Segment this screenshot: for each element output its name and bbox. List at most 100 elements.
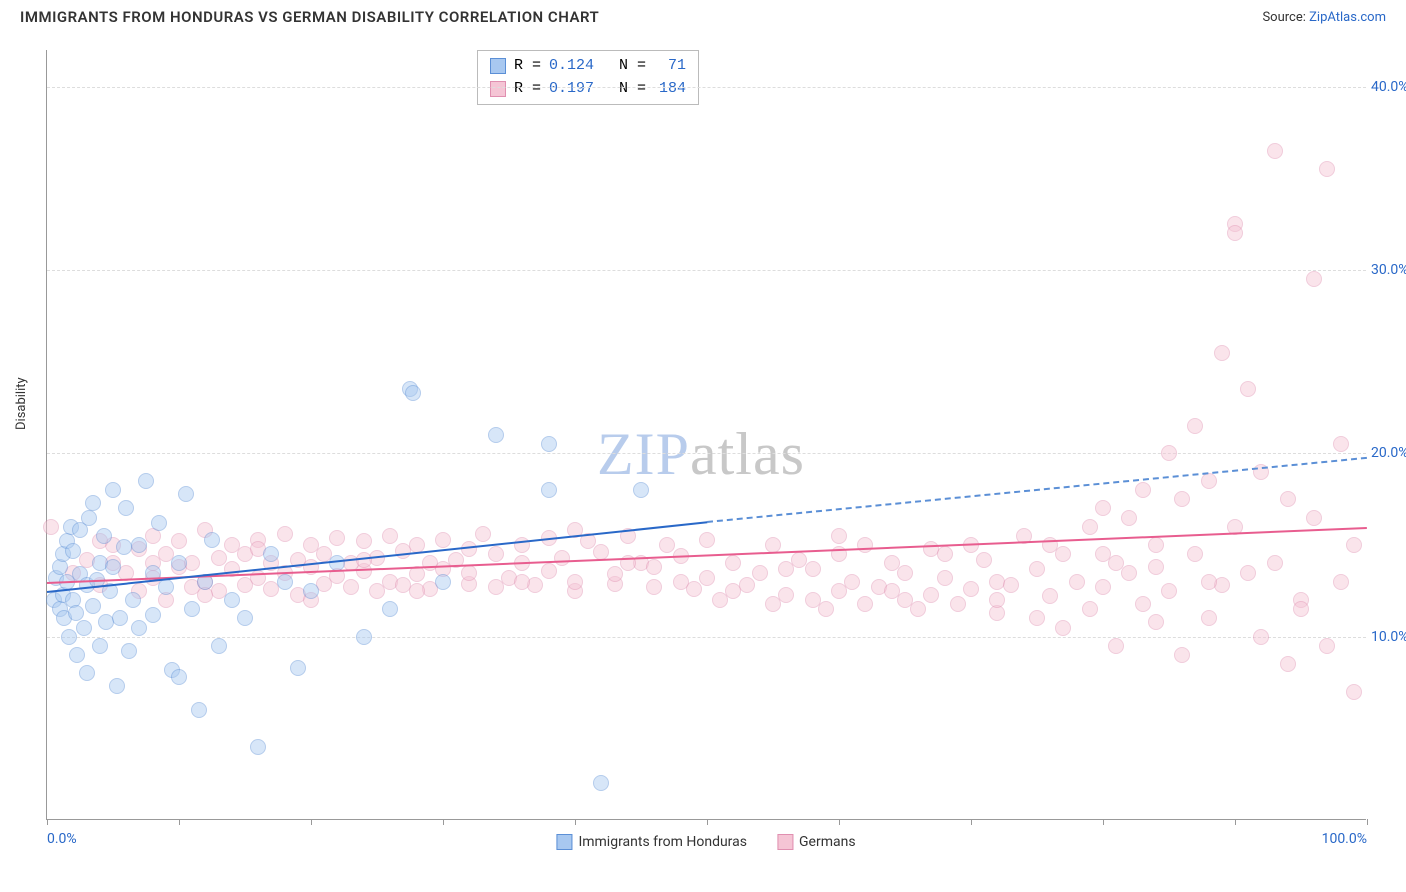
watermark: ZIPatlas <box>597 420 805 489</box>
x-tick <box>1103 819 1104 825</box>
blue-point <box>151 515 167 531</box>
pink-point <box>1280 656 1296 672</box>
pink-point <box>1240 381 1256 397</box>
pink-point <box>1187 546 1203 562</box>
legend-item-blue: Immigrants from Honduras <box>556 834 747 850</box>
pink-point <box>1174 491 1190 507</box>
pink-point <box>1095 579 1111 595</box>
pink-point <box>1055 546 1071 562</box>
blue-point <box>138 473 154 489</box>
pink-point <box>778 587 794 603</box>
pink-point <box>329 530 345 546</box>
pink-point <box>725 583 741 599</box>
source-attribution: Source: ZipAtlas.com <box>1262 10 1386 25</box>
pink-point <box>1121 510 1137 526</box>
blue-point <box>131 620 147 636</box>
pink-point <box>475 526 491 542</box>
pink-point <box>554 550 570 566</box>
blue-point <box>250 739 266 755</box>
x-tick <box>311 819 312 825</box>
pink-point <box>1148 559 1164 575</box>
blue-point <box>178 486 194 502</box>
pink-point <box>1029 561 1045 577</box>
blue-point <box>116 539 132 555</box>
pink-point <box>1306 271 1322 287</box>
pink-point <box>844 574 860 590</box>
blue-point <box>356 629 372 645</box>
pink-point <box>673 574 689 590</box>
pink-point <box>1135 482 1151 498</box>
pink-point <box>950 596 966 612</box>
pink-point <box>1161 583 1177 599</box>
trendline-extrapolated <box>707 457 1367 523</box>
blue-point <box>593 775 609 791</box>
blue-point <box>303 583 319 599</box>
pink-point <box>857 596 873 612</box>
y-tick-label: 10.0% <box>1371 629 1406 645</box>
pink-point <box>725 555 741 571</box>
stats-row-blue: R = 0.124 N = 71 <box>490 55 686 78</box>
pink-point <box>1003 577 1019 593</box>
pink-point <box>1069 574 1085 590</box>
pink-point <box>1346 537 1362 553</box>
legend-label-blue: Immigrants from Honduras <box>578 834 747 850</box>
pink-point <box>541 563 557 579</box>
blue-point <box>145 607 161 623</box>
blue-point <box>158 579 174 595</box>
y-axis-label: Disability <box>14 377 29 430</box>
pink-point <box>488 546 504 562</box>
legend-label-pink: Germans <box>799 834 856 850</box>
pink-point <box>409 583 425 599</box>
n-value-pink: 184 <box>654 78 686 101</box>
blue-point <box>125 592 141 608</box>
blue-point <box>109 678 125 694</box>
swatch-pink <box>490 81 506 97</box>
pink-point <box>1174 647 1190 663</box>
blue-point <box>541 436 557 452</box>
source-label: Source: <box>1262 10 1305 25</box>
blue-point <box>85 495 101 511</box>
stats-legend-box: R = 0.124 N = 71 R = 0.197 N = 184 <box>477 50 699 105</box>
blue-point <box>435 574 451 590</box>
pink-point <box>1319 161 1335 177</box>
pink-point <box>805 561 821 577</box>
x-tick <box>179 819 180 825</box>
pink-point <box>897 565 913 581</box>
pink-point <box>1201 473 1217 489</box>
legend-swatch-pink <box>777 834 793 850</box>
blue-point <box>277 574 293 590</box>
plot-container: ZIPatlas R = 0.124 N = 71 R = 0.197 N = … <box>46 50 1366 820</box>
pink-point <box>1161 445 1177 461</box>
chart-header: IMMIGRANTS FROM HONDURAS VS GERMAN DISAB… <box>0 0 1406 30</box>
source-link[interactable]: ZipAtlas.com <box>1309 10 1386 25</box>
swatch-blue <box>490 58 506 74</box>
pink-point <box>514 574 530 590</box>
pink-point <box>277 526 293 542</box>
blue-point <box>65 543 81 559</box>
blue-point <box>211 638 227 654</box>
y-tick-label: 40.0% <box>1371 79 1406 95</box>
blue-point <box>61 629 77 645</box>
pink-point <box>382 528 398 544</box>
gridline-h <box>47 270 1366 271</box>
blue-point <box>382 601 398 617</box>
pink-point <box>435 532 451 548</box>
blue-point <box>69 647 85 663</box>
r-label: R = <box>514 55 541 78</box>
pink-point <box>989 592 1005 608</box>
pink-point <box>1346 684 1362 700</box>
pink-point <box>831 528 847 544</box>
pink-point <box>937 546 953 562</box>
blue-point <box>237 610 253 626</box>
pink-point <box>1240 565 1256 581</box>
blue-point <box>81 510 97 526</box>
blue-point <box>76 620 92 636</box>
pink-point <box>1108 638 1124 654</box>
blue-point <box>85 598 101 614</box>
chart-title: IMMIGRANTS FROM HONDURAS VS GERMAN DISAB… <box>20 8 599 26</box>
y-tick-label: 30.0% <box>1371 262 1406 278</box>
pink-point <box>1042 588 1058 604</box>
gridline-h <box>47 637 1366 638</box>
blue-point <box>92 638 108 654</box>
pink-point <box>461 565 477 581</box>
